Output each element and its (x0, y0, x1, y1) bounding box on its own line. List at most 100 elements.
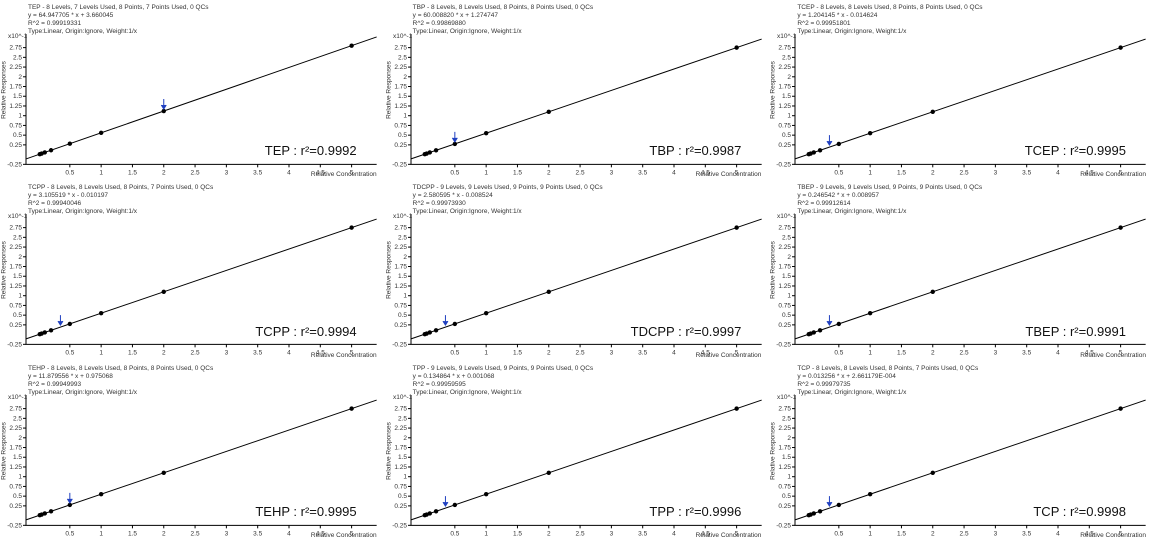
panel-tehp: TEHP - 8 Levels, 8 Levels Used, 8 Points… (0, 361, 385, 541)
svg-text:2.75: 2.75 (779, 405, 792, 412)
svg-text:1: 1 (403, 473, 407, 480)
svg-text:4.5: 4.5 (1085, 530, 1094, 537)
svg-text:1: 1 (788, 473, 792, 480)
svg-text:2.5: 2.5 (398, 415, 407, 422)
svg-text:-0.25: -0.25 (392, 161, 407, 168)
svg-text:2.5: 2.5 (782, 415, 791, 422)
svg-text:1.25: 1.25 (779, 283, 792, 290)
svg-text:3.5: 3.5 (1023, 350, 1032, 357)
svg-text:2.75: 2.75 (9, 225, 22, 232)
panel-grid: TEP - 8 Levels, 7 Levels Used, 8 Points,… (0, 0, 1154, 541)
panel-plot: x10^-10.511.522.533.544.55-0.250.250.50.… (385, 0, 770, 180)
svg-text:0.5: 0.5 (835, 169, 844, 176)
svg-text:2.5: 2.5 (575, 350, 584, 357)
svg-text:-0.25: -0.25 (7, 342, 22, 349)
svg-text:0.75: 0.75 (779, 303, 792, 310)
svg-text:5: 5 (734, 350, 738, 357)
svg-text:1: 1 (788, 293, 792, 300)
svg-text:1.25: 1.25 (9, 464, 22, 471)
svg-text:0.25: 0.25 (779, 322, 792, 329)
svg-text:1: 1 (18, 113, 22, 120)
svg-text:1: 1 (99, 350, 103, 357)
svg-text:3: 3 (225, 350, 229, 357)
panel-tbp: TBP - 8 Levels, 8 Levels Used, 8 Points,… (385, 0, 770, 180)
svg-text:2.5: 2.5 (960, 169, 969, 176)
svg-text:-0.25: -0.25 (777, 522, 792, 529)
svg-text:x10^-1: x10^-1 (777, 33, 797, 40)
svg-text:0.25: 0.25 (394, 142, 407, 149)
svg-text:0.5: 0.5 (450, 169, 459, 176)
svg-text:2.75: 2.75 (394, 405, 407, 412)
svg-text:2: 2 (18, 254, 22, 261)
svg-text:2: 2 (931, 169, 935, 176)
svg-text:x10^-1: x10^-1 (8, 213, 28, 220)
svg-text:2.25: 2.25 (9, 64, 22, 71)
svg-text:1.25: 1.25 (779, 103, 792, 110)
svg-text:1: 1 (484, 169, 488, 176)
svg-text:0.5: 0.5 (398, 132, 407, 139)
svg-text:x10^-1: x10^-1 (393, 213, 413, 220)
svg-text:x10^-1: x10^-1 (777, 394, 797, 401)
svg-text:4: 4 (287, 169, 291, 176)
svg-text:5: 5 (350, 350, 354, 357)
svg-text:1: 1 (403, 113, 407, 120)
svg-text:1.5: 1.5 (13, 454, 22, 461)
svg-text:1.5: 1.5 (513, 350, 522, 357)
panel-plot: x10^-10.511.522.533.544.55-0.250.250.50.… (769, 0, 1154, 180)
svg-text:2.5: 2.5 (960, 350, 969, 357)
svg-text:1.75: 1.75 (394, 264, 407, 271)
svg-text:1.75: 1.75 (779, 444, 792, 451)
svg-text:0.5: 0.5 (65, 169, 74, 176)
svg-text:0.25: 0.25 (9, 322, 22, 329)
svg-text:4: 4 (672, 530, 676, 537)
svg-text:1.75: 1.75 (9, 84, 22, 91)
svg-text:1.5: 1.5 (782, 274, 791, 281)
svg-text:2.75: 2.75 (394, 225, 407, 232)
svg-text:1.5: 1.5 (128, 169, 137, 176)
svg-text:2.25: 2.25 (779, 425, 792, 432)
svg-text:2.25: 2.25 (779, 244, 792, 251)
svg-text:2.5: 2.5 (398, 54, 407, 61)
svg-text:-0.25: -0.25 (7, 522, 22, 529)
svg-text:0.5: 0.5 (65, 530, 74, 537)
svg-text:1.25: 1.25 (9, 103, 22, 110)
svg-text:2: 2 (162, 169, 166, 176)
svg-text:2: 2 (403, 254, 407, 261)
panel-tcp: TCP - 8 Levels, 8 Levels Used, 8 Points,… (769, 361, 1154, 541)
svg-text:0.75: 0.75 (779, 122, 792, 129)
svg-text:2: 2 (788, 434, 792, 441)
svg-text:x10^-1: x10^-1 (777, 213, 797, 220)
svg-text:2.5: 2.5 (191, 350, 200, 357)
svg-text:0.5: 0.5 (13, 132, 22, 139)
svg-text:1.25: 1.25 (9, 283, 22, 290)
svg-text:1.5: 1.5 (398, 274, 407, 281)
svg-text:4.5: 4.5 (700, 530, 709, 537)
svg-text:1: 1 (484, 530, 488, 537)
svg-text:2: 2 (547, 169, 551, 176)
svg-text:3: 3 (994, 350, 998, 357)
panel-tcpp: TCPP - 8 Levels, 8 Levels Used, 8 Points… (0, 180, 385, 360)
svg-text:2.5: 2.5 (960, 530, 969, 537)
panel-tbep: TBEP - 9 Levels, 9 Levels Used, 9 Points… (769, 180, 1154, 360)
svg-text:1: 1 (99, 530, 103, 537)
svg-text:2.75: 2.75 (779, 45, 792, 52)
svg-text:1.5: 1.5 (897, 350, 906, 357)
svg-text:3.5: 3.5 (1023, 530, 1032, 537)
panel-tcep: TCEP - 8 Levels, 8 Levels Used, 8 Points… (769, 0, 1154, 180)
svg-text:-0.25: -0.25 (777, 161, 792, 168)
svg-text:2: 2 (162, 530, 166, 537)
svg-text:2: 2 (403, 434, 407, 441)
svg-text:0.5: 0.5 (835, 350, 844, 357)
svg-text:1.25: 1.25 (394, 103, 407, 110)
svg-text:x10^-1: x10^-1 (393, 33, 413, 40)
panel-plot: x10^-10.511.522.533.544.55-0.250.250.50.… (0, 180, 385, 360)
svg-text:2: 2 (931, 350, 935, 357)
svg-text:2: 2 (162, 350, 166, 357)
svg-text:2.5: 2.5 (191, 530, 200, 537)
svg-text:-0.25: -0.25 (392, 522, 407, 529)
svg-text:0.5: 0.5 (398, 312, 407, 319)
svg-text:1: 1 (869, 530, 873, 537)
svg-text:2.75: 2.75 (394, 45, 407, 52)
svg-text:1: 1 (18, 293, 22, 300)
svg-text:5: 5 (350, 169, 354, 176)
